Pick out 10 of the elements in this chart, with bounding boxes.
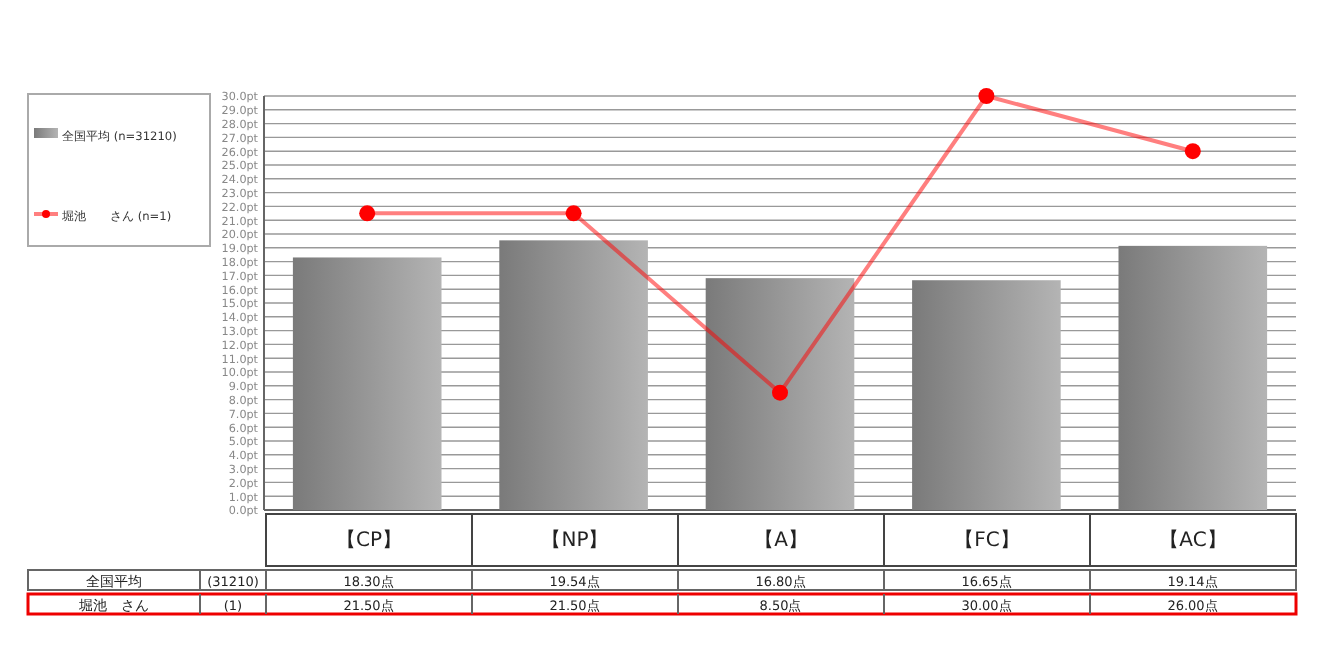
- x-tick-label: 【FC】: [954, 528, 1020, 552]
- point: [1184, 143, 1201, 160]
- point: [978, 88, 995, 104]
- point: [565, 205, 582, 222]
- point: [772, 384, 788, 401]
- x-tick-label: 【AC】: [1159, 528, 1227, 552]
- x-tick-label: 【A】: [754, 528, 808, 552]
- x-tick-label: 【NP】: [541, 528, 609, 552]
- point: [359, 205, 376, 222]
- x-tick-label: 【CP】: [335, 528, 403, 552]
